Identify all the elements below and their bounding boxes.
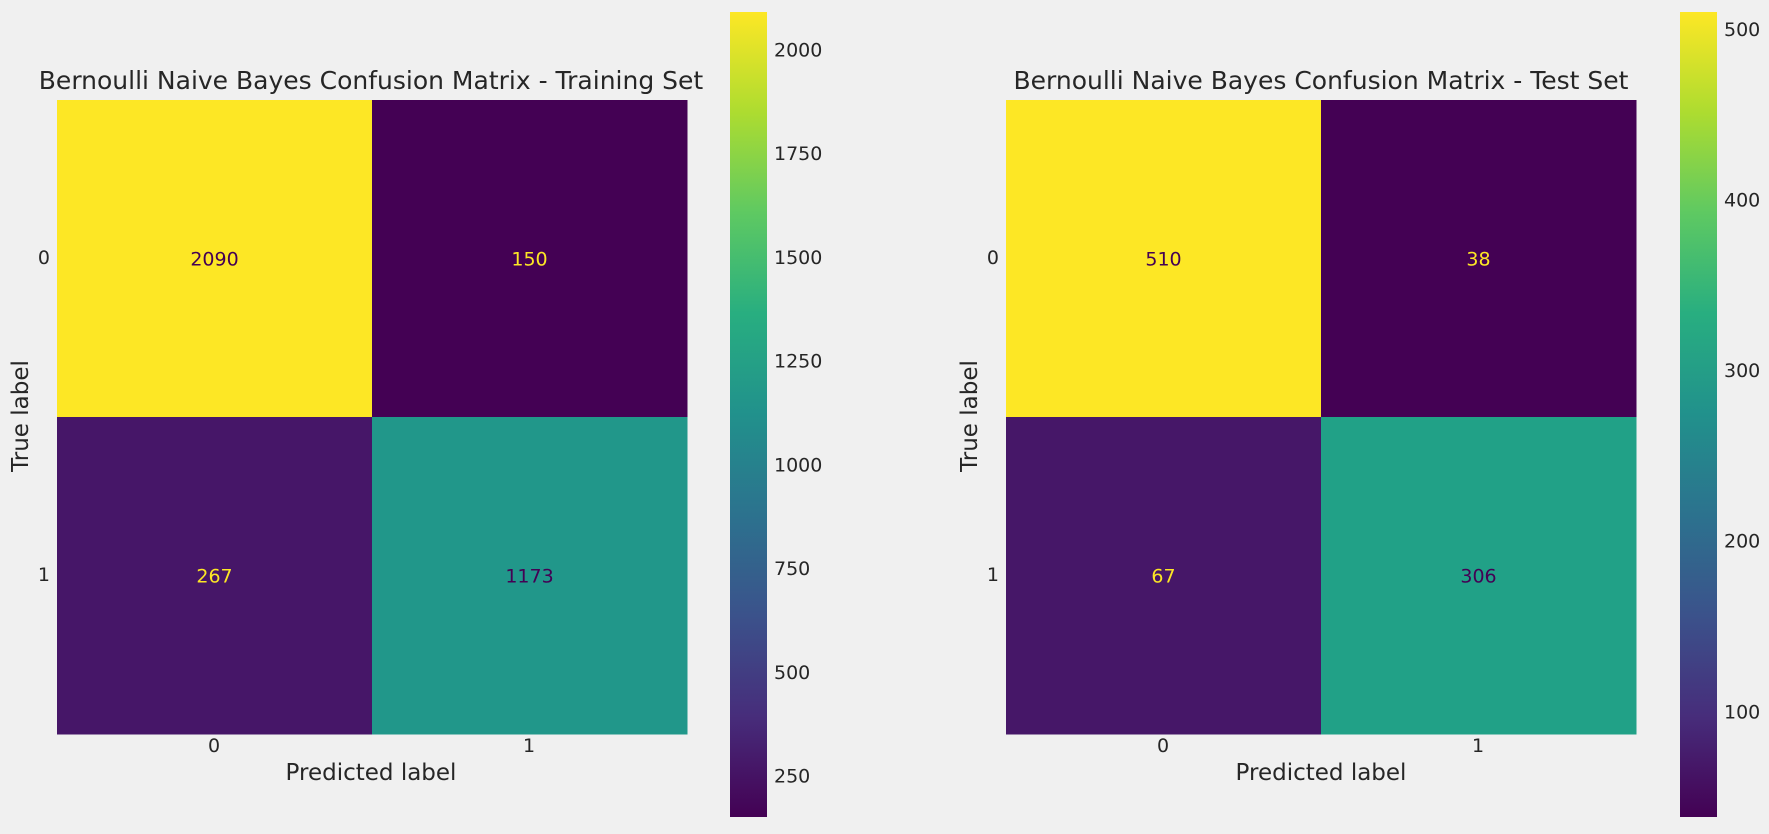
heatmap-cell-0-0 <box>57 100 373 418</box>
colorbar-tick-label: 400 <box>1724 190 1760 212</box>
y-tick-label-0: 0 <box>38 247 50 269</box>
heatmap-cell-1-0 <box>57 417 373 735</box>
y-tick-label-1: 1 <box>38 564 50 586</box>
cell-value-0-0: 510 <box>1145 249 1181 271</box>
heatmap-cell-0-1 <box>372 100 688 418</box>
y-tick-label-1: 1 <box>987 564 999 586</box>
colorbar-tick-label: 500 <box>1724 19 1760 41</box>
test-panel: Bernoulli Naive Bayes Confusion Matrix -… <box>957 12 1760 817</box>
cell-labels: 2090 150 267 1173 <box>190 249 553 588</box>
training-panel: Bernoulli Naive Bayes Confusion Matrix -… <box>8 12 822 817</box>
colorbar-tick-label: 200 <box>1724 531 1760 553</box>
colorbar <box>1680 12 1717 817</box>
colorbar-tick-label: 300 <box>1724 360 1760 382</box>
colorbar-tick-label: 100 <box>1724 701 1760 723</box>
colorbar-tick-label: 1000 <box>774 454 822 476</box>
heatmap-cells <box>1006 100 1637 735</box>
x-axis-label: Predicted label <box>1236 760 1407 786</box>
chart-title: Bernoulli Naive Bayes Confusion Matrix -… <box>39 66 704 95</box>
x-axis-label: Predicted label <box>286 760 457 786</box>
y-axis-label: True label <box>8 360 34 473</box>
x-tick-label-0: 0 <box>1157 735 1169 757</box>
cell-value-0-0: 2090 <box>190 249 238 271</box>
x-tick-label-1: 1 <box>1472 735 1484 757</box>
x-tick-label-1: 1 <box>523 735 535 757</box>
cell-value-0-1: 150 <box>511 249 547 271</box>
colorbar-ticks: 250 500 750 1000 1250 1500 1750 2000 <box>774 39 822 787</box>
chart-title: Bernoulli Naive Bayes Confusion Matrix -… <box>1013 66 1628 95</box>
heatmap-cell-1-0 <box>1006 417 1322 735</box>
heatmap-cells <box>57 100 688 735</box>
heatmap-cell-0-1 <box>1321 100 1637 418</box>
colorbar <box>730 12 767 817</box>
colorbar-tick-label: 1250 <box>774 351 822 373</box>
cell-value-0-1: 38 <box>1466 249 1490 271</box>
cell-labels: 510 38 67 306 <box>1145 249 1496 588</box>
colorbar-ticks: 100 200 300 400 500 <box>1724 19 1760 723</box>
y-axis-label: True label <box>957 360 983 473</box>
x-tick-label-0: 0 <box>208 735 220 757</box>
cell-value-1-1: 1173 <box>505 566 553 588</box>
cell-value-1-1: 306 <box>1460 566 1496 588</box>
colorbar-tick-label: 750 <box>774 558 810 580</box>
colorbar-tick-label: 1750 <box>774 143 822 165</box>
y-tick-label-0: 0 <box>987 247 999 269</box>
colorbar-tick-label: 2000 <box>774 39 822 61</box>
colorbar-tick-label: 1500 <box>774 247 822 269</box>
cell-value-1-0: 67 <box>1151 566 1175 588</box>
cell-value-1-0: 267 <box>196 566 232 588</box>
colorbar-tick-label: 250 <box>774 766 810 788</box>
heatmap-cell-1-1 <box>372 417 688 735</box>
colorbar-tick-label: 500 <box>774 662 810 684</box>
heatmap-cell-0-0 <box>1006 100 1322 418</box>
heatmap-cell-1-1 <box>1321 417 1637 735</box>
